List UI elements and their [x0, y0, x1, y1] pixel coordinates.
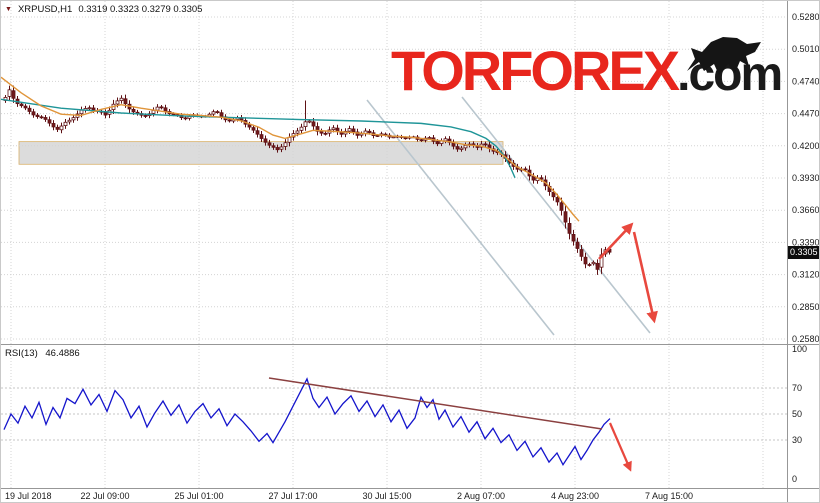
svg-text:50: 50 [792, 409, 802, 419]
symbol-timeframe-label: XRPUSD,H1 [17, 4, 73, 15]
grid [1, 1, 787, 488]
svg-text:30: 30 [792, 435, 802, 445]
svg-text:0.4470: 0.4470 [792, 109, 820, 119]
chart-symbol-header: ▼ XRPUSD,H1 0.3319 0.3323 0.3279 0.3305 [5, 4, 202, 15]
svg-text:7 Aug 15:00: 7 Aug 15:00 [645, 491, 693, 501]
svg-text:19 Jul 2018: 19 Jul 2018 [5, 491, 52, 501]
rsi-indicator-header: RSI(13) 46.4886 [5, 348, 85, 359]
rsi-plot [3, 377, 632, 472]
rsi-axis-labels[interactable]: 100 70 50 30 0 [792, 344, 807, 484]
support-resistance-band [18, 141, 504, 165]
svg-text:25 Jul 01:00: 25 Jul 01:00 [174, 491, 223, 501]
svg-text:0.5280: 0.5280 [792, 12, 820, 22]
moving-averages [1, 76, 580, 222]
svg-text:0.4200: 0.4200 [792, 141, 820, 151]
svg-text:27 Jul 17:00: 27 Jul 17:00 [268, 491, 317, 501]
svg-text:0.3390: 0.3390 [792, 237, 820, 247]
forecast-arrows [598, 222, 658, 324]
svg-text:70: 70 [792, 383, 802, 393]
symbol-marker-icon: ▼ [5, 6, 12, 13]
svg-text:30 Jul 15:00: 30 Jul 15:00 [362, 491, 411, 501]
svg-text:0.5010: 0.5010 [792, 44, 820, 54]
price-axis-labels[interactable]: 0.5280 0.5010 0.4740 0.4470 0.4200 0.3930 0.36… [792, 12, 820, 344]
current-price-tag: 0.3305 [788, 246, 819, 259]
ohlc-values: 0.3319 0.3323 0.3279 0.3305 [78, 4, 203, 15]
time-axis-labels[interactable]: 19 Jul 2018 22 Jul 09:00 25 Jul 01:00 27 Ju… [5, 491, 693, 501]
svg-text:0.3120: 0.3120 [792, 270, 820, 280]
svg-text:4 Aug 23:00: 4 Aug 23:00 [551, 491, 599, 501]
svg-text:0.2850: 0.2850 [792, 302, 820, 312]
rsi-indicator-value: 46.4886 [45, 348, 80, 359]
rsi-indicator-label: RSI(13) [5, 348, 38, 359]
svg-text:0.3930: 0.3930 [792, 173, 820, 183]
trend-channel-lines [366, 96, 651, 336]
svg-text:100: 100 [792, 344, 807, 354]
svg-text:0.4740: 0.4740 [792, 76, 820, 86]
svg-text:22 Jul 09:00: 22 Jul 09:00 [80, 491, 129, 501]
svg-text:0.3660: 0.3660 [792, 205, 820, 215]
svg-text:0: 0 [792, 474, 797, 484]
svg-text:2 Aug 07:00: 2 Aug 07:00 [457, 491, 505, 501]
svg-text:0.2580: 0.2580 [792, 334, 820, 344]
